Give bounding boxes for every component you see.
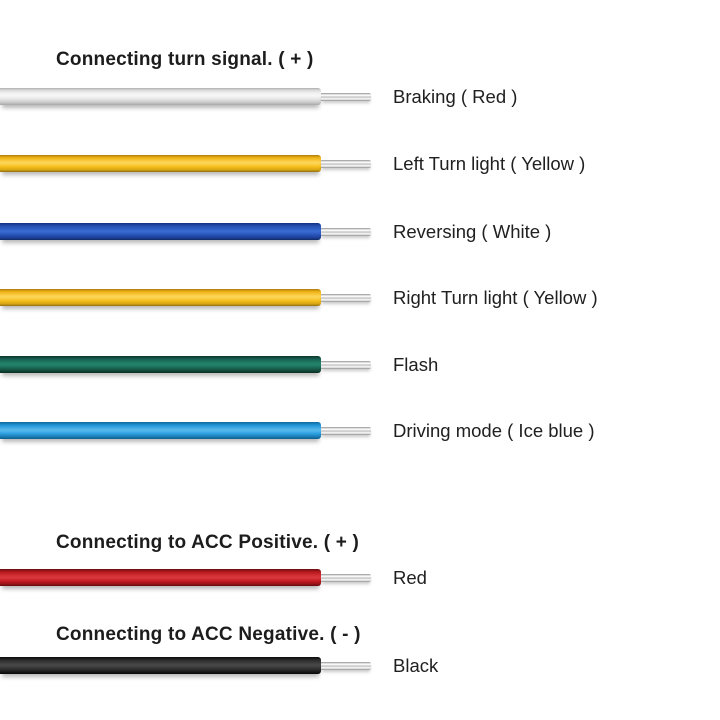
wire-label-flash: Flash (393, 353, 439, 375)
wire-tip-icon (321, 227, 371, 236)
wire-row-acc-positive: Red (0, 566, 720, 588)
wire-label-reversing: Reversing ( White ) (393, 220, 552, 242)
wire-tip-icon (321, 426, 371, 435)
wire-label-acc-positive: Red (393, 566, 427, 588)
wire-acc-positive (0, 569, 321, 586)
wire-label-right-turn: Right Turn light ( Yellow ) (393, 286, 598, 308)
section-title-acc-positive: Connecting to ACC Positive. ( + ) (56, 532, 360, 553)
wire-label-driving-mode: Driving mode ( Ice blue ) (393, 419, 595, 441)
wire-braking (0, 88, 321, 105)
wire-row-reversing: Reversing ( White ) (0, 220, 720, 242)
wire-row-flash: Flash (0, 353, 720, 375)
wire-row-braking: Braking ( Red ) (0, 85, 720, 107)
wire-reversing (0, 223, 321, 240)
wire-tip-icon (321, 159, 371, 168)
section-title-acc-negative: Connecting to ACC Negative. ( - ) (56, 624, 361, 645)
wire-tip-icon (321, 661, 371, 670)
wire-label-left-turn: Left Turn light ( Yellow ) (393, 152, 586, 174)
section-title-turn-signal: Connecting turn signal. ( + ) (56, 49, 314, 70)
wire-row-right-turn: Right Turn light ( Yellow ) (0, 286, 720, 308)
wire-acc-negative (0, 657, 321, 674)
wire-row-acc-negative: Black (0, 654, 720, 676)
wire-tip-icon (321, 293, 371, 302)
wire-flash (0, 356, 321, 373)
wire-tip-icon (321, 573, 371, 582)
wire-label-braking: Braking ( Red ) (393, 85, 518, 107)
wire-row-driving-mode: Driving mode ( Ice blue ) (0, 419, 720, 441)
wire-left-turn-light (0, 155, 321, 172)
wire-label-acc-negative: Black (393, 654, 439, 676)
wire-tip-icon (321, 92, 371, 101)
wire-right-turn-light (0, 289, 321, 306)
wire-row-left-turn: Left Turn light ( Yellow ) (0, 152, 720, 174)
wire-tip-icon (321, 360, 371, 369)
wire-driving-mode (0, 422, 321, 439)
